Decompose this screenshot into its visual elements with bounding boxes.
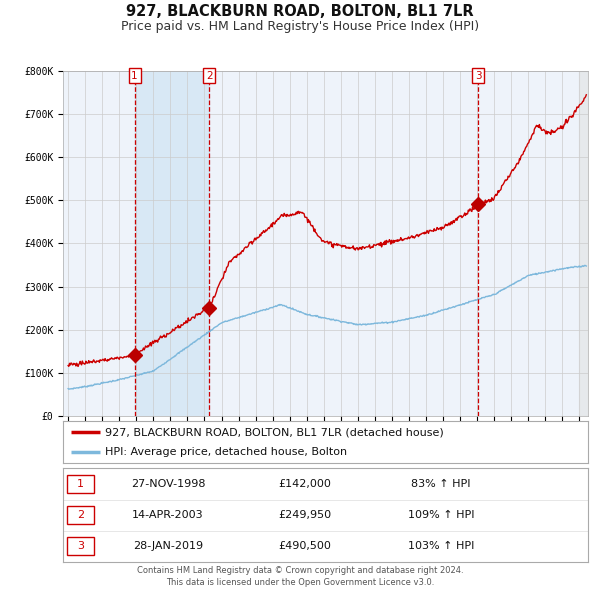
Text: 83% ↑ HPI: 83% ↑ HPI [411, 479, 471, 489]
Text: 1: 1 [131, 71, 138, 81]
Text: HPI: Average price, detached house, Bolton: HPI: Average price, detached house, Bolt… [105, 447, 347, 457]
Text: 14-APR-2003: 14-APR-2003 [132, 510, 204, 520]
FancyBboxPatch shape [67, 537, 94, 555]
Text: 28-JAN-2019: 28-JAN-2019 [133, 541, 203, 551]
Bar [134, 71, 209, 416]
Text: 27-NOV-1998: 27-NOV-1998 [131, 479, 205, 489]
FancyBboxPatch shape [67, 506, 94, 524]
Text: Price paid vs. HM Land Registry's House Price Index (HPI): Price paid vs. HM Land Registry's House … [121, 20, 479, 33]
Text: 927, BLACKBURN ROAD, BOLTON, BL1 7LR: 927, BLACKBURN ROAD, BOLTON, BL1 7LR [126, 4, 474, 19]
Text: 927, BLACKBURN ROAD, BOLTON, BL1 7LR (detached house): 927, BLACKBURN ROAD, BOLTON, BL1 7LR (de… [105, 427, 444, 437]
Text: 3: 3 [475, 71, 482, 81]
FancyBboxPatch shape [67, 475, 94, 493]
Text: £249,950: £249,950 [278, 510, 331, 520]
Text: 103% ↑ HPI: 103% ↑ HPI [408, 541, 474, 551]
Text: Contains HM Land Registry data © Crown copyright and database right 2024.
This d: Contains HM Land Registry data © Crown c… [137, 566, 463, 587]
Text: 3: 3 [77, 541, 84, 551]
Text: £142,000: £142,000 [278, 479, 331, 489]
Text: £490,500: £490,500 [278, 541, 331, 551]
Bar [580, 71, 588, 416]
Text: 109% ↑ HPI: 109% ↑ HPI [408, 510, 474, 520]
Text: 2: 2 [77, 510, 84, 520]
Text: 1: 1 [77, 479, 84, 489]
Text: 2: 2 [206, 71, 212, 81]
